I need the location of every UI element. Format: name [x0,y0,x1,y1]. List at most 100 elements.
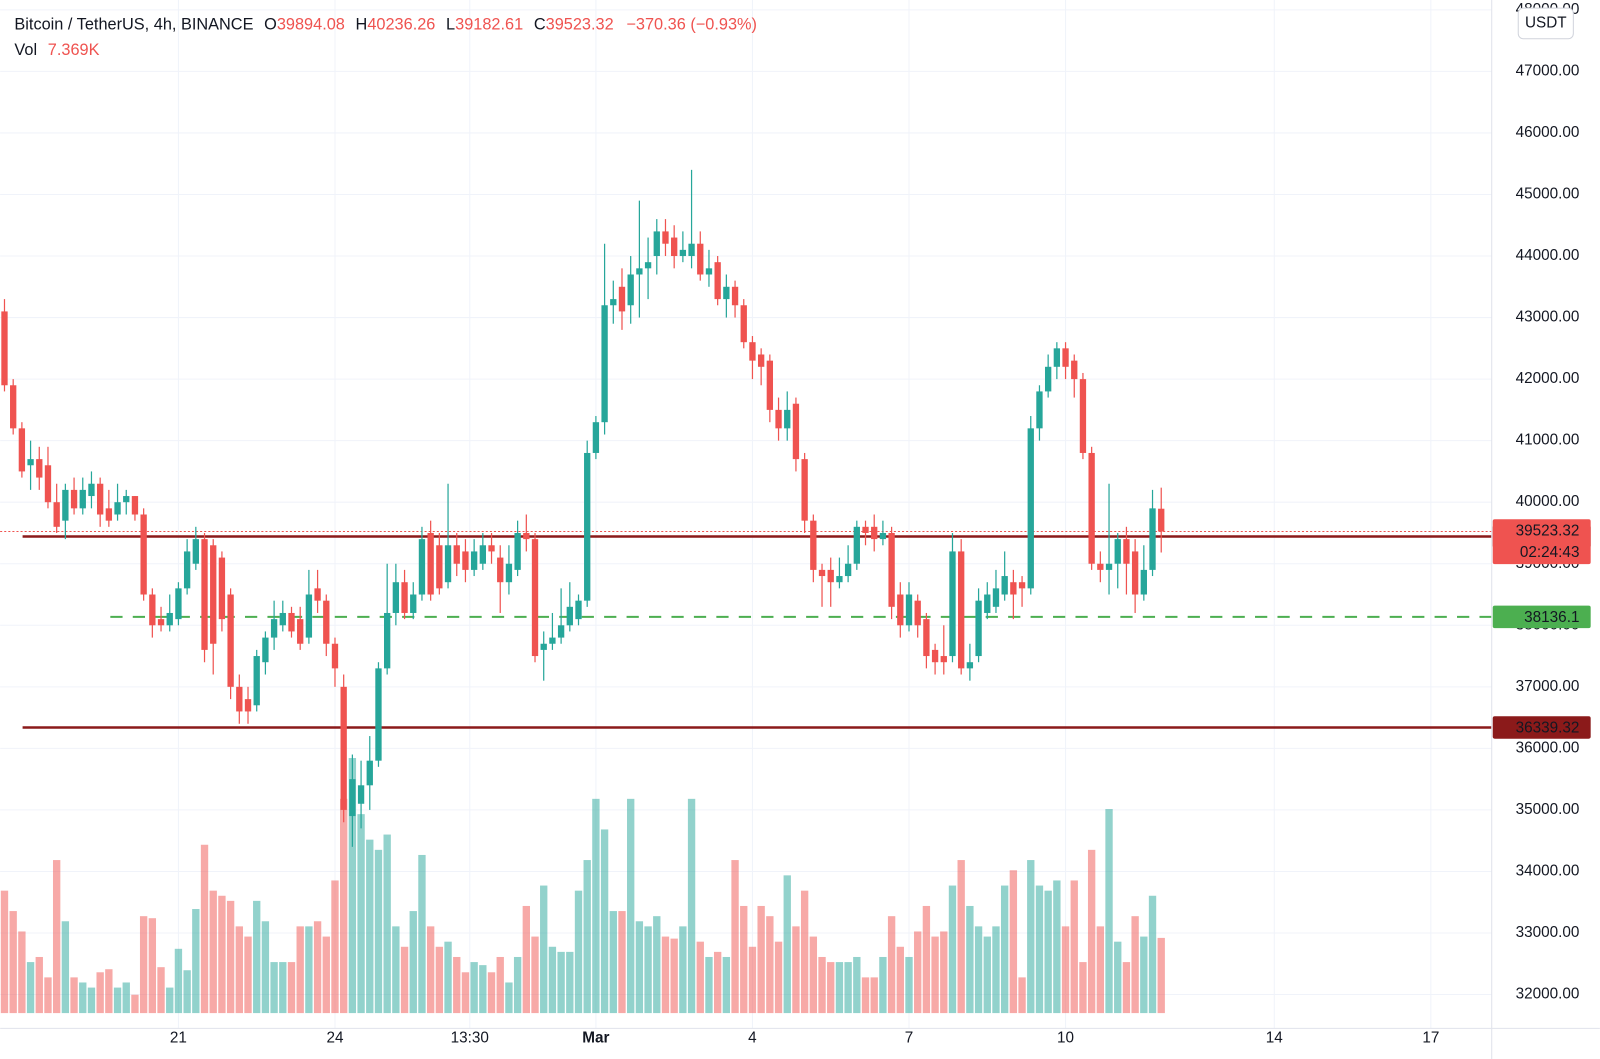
candle-layer [1,169,1165,847]
volume-bar [374,849,383,1014]
volume-bar [1096,926,1105,1014]
ohlc-value: 39523.32 [546,16,614,34]
volume-bar [583,860,591,1014]
volume-value: 7.369K [48,41,100,59]
volume-bar [340,798,348,1014]
currency-badge[interactable] [1517,7,1574,40]
volume-bar [157,967,165,1014]
x-tick-label: 24 [326,1030,344,1047]
currency-label[interactable]: USDT [1525,15,1567,32]
candle-body [958,551,965,669]
volume-bar [279,962,287,1014]
x-tick-label: 14 [1266,1030,1284,1047]
volume-bar [331,880,339,1014]
volume-bar [1087,849,1096,1014]
candle-body [305,594,313,638]
volume-bar [444,941,452,1014]
candle-body [1140,569,1147,595]
volume-bar [844,962,852,1014]
volume-bar [957,860,965,1014]
candle-body [766,360,774,410]
candle-body [992,588,1000,607]
candle-body [836,576,843,583]
candle-body [1149,508,1156,570]
candle-body [183,551,191,589]
volume-bar [400,946,409,1014]
volume-bar [1000,885,1009,1014]
candle-body [1062,348,1069,367]
candle-body [1044,366,1052,392]
candle-body [714,262,721,300]
candle-body [79,489,86,509]
volume-bar [1009,870,1018,1014]
volume-bar [557,951,565,1014]
candle-body [436,545,443,589]
candle-body [949,551,956,657]
candle-body [1088,452,1095,564]
candle-body [1123,539,1130,564]
candle-body [810,520,817,570]
y-tick-label: 40000.00 [1516,493,1580,510]
candle-body [566,606,573,626]
y-tick-label: 36000.00 [1516,739,1580,756]
candle-body [601,305,608,423]
volume-bar [461,972,470,1014]
volume-bar [122,982,130,1014]
volume-bar [887,916,896,1014]
candle-body [131,496,139,515]
y-tick-label: 44000.00 [1516,247,1580,264]
volume-bar [661,936,670,1014]
price-level-badge [1492,605,1591,629]
ohlc-value: 39894.08 [277,16,345,34]
volume-bar [992,926,1000,1014]
candle-body [610,299,617,306]
volume-bar [627,798,635,1014]
candle-body [62,489,69,521]
volume-bar [26,962,35,1014]
x-tick-label: 21 [170,1030,187,1047]
volume-bar [1027,860,1035,1014]
candle-body [749,342,756,361]
volume-bar [1140,936,1148,1014]
candle-body [575,600,582,620]
candle-body [114,502,121,515]
candle-body [1027,428,1034,589]
ohlc-value: 40236.26 [367,16,435,34]
volume-bar [513,956,522,1014]
volume-bar [600,829,609,1014]
candle-body [740,305,747,343]
volume-bar [226,900,235,1014]
candle-body [218,557,226,620]
price-level-label: 36339.32 [1516,720,1580,737]
candle-body [44,465,52,503]
candle-body [140,514,147,595]
volume-bar [313,921,322,1014]
candle-body [784,409,791,429]
candle-body [844,563,852,577]
volume-bar [96,972,104,1014]
candle-body [1097,563,1104,570]
x-tick-label: 17 [1422,1030,1439,1047]
volume-bar [757,905,765,1014]
volume-bar [383,834,391,1014]
candle-body [505,563,513,583]
volume-bar [531,936,539,1014]
candle-body [827,569,834,583]
candle-body [627,274,634,306]
volume-bar [35,956,43,1014]
volume-bar [792,926,800,1014]
candle-body [331,643,339,669]
candle-body [401,582,408,613]
y-tick-label: 42000.00 [1516,370,1580,387]
volume-bar [592,798,600,1014]
candle-body [149,594,156,626]
volume-bar [731,860,739,1014]
volume-bar [453,956,461,1014]
volume-bar [287,962,296,1014]
candle-body [862,526,869,533]
volume-bar [566,951,574,1014]
volume-bar [52,860,61,1014]
volume-bar [644,926,652,1014]
volume-bar [139,916,148,1014]
candle-body [662,231,669,244]
